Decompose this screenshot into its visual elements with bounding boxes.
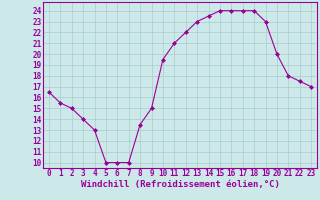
X-axis label: Windchill (Refroidissement éolien,°C): Windchill (Refroidissement éolien,°C) [81, 180, 279, 189]
